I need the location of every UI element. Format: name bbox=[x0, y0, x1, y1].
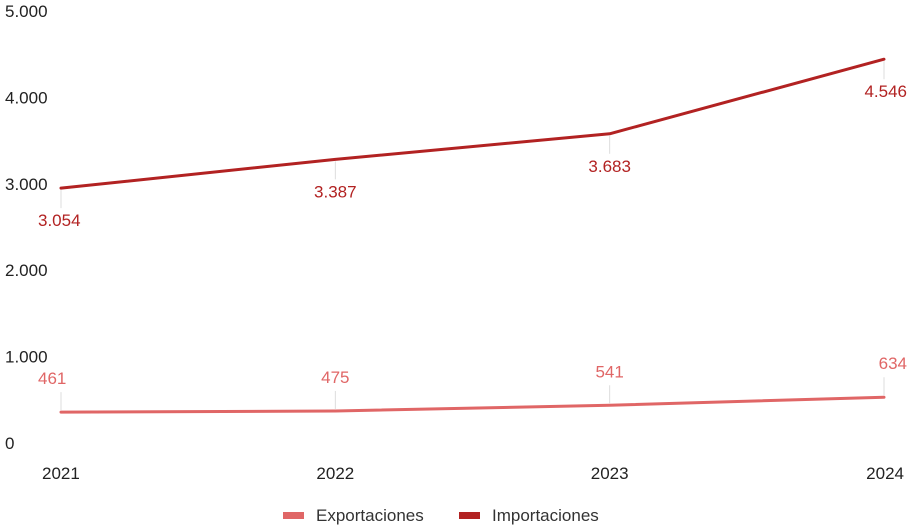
legend-label: Importaciones bbox=[492, 506, 599, 525]
x-tick-label: 2022 bbox=[316, 464, 354, 483]
y-tick-label: 5.000 bbox=[5, 2, 48, 21]
legend-swatch bbox=[283, 512, 304, 519]
legend: Exportaciones Importaciones bbox=[283, 506, 599, 525]
data-labels: 461 475 541 634 3.054 3.387 3.683 4.546 bbox=[38, 82, 907, 388]
y-tick-label: 4.000 bbox=[5, 88, 48, 107]
x-tick-label: 2023 bbox=[591, 464, 629, 483]
y-tick-label: 1.000 bbox=[5, 348, 48, 367]
series-line-importaciones bbox=[59, 57, 886, 190]
label-connectors bbox=[60, 61, 885, 411]
data-label: 461 bbox=[38, 369, 66, 388]
y-tick-label: 3.000 bbox=[5, 175, 48, 194]
legend-swatch bbox=[459, 512, 480, 519]
x-tick-label: 2021 bbox=[42, 464, 80, 483]
y-tick-label: 0 bbox=[5, 434, 14, 453]
data-label: 634 bbox=[879, 354, 907, 373]
series-lines bbox=[59, 57, 886, 414]
y-axis-ticks: 5.000 4.000 3.000 2.000 1.000 0 bbox=[5, 2, 48, 453]
x-axis-ticks: 2021 2022 2023 2024 bbox=[42, 464, 904, 483]
x-tick-label: 2024 bbox=[866, 464, 904, 483]
data-label: 4.546 bbox=[864, 82, 907, 101]
legend-label: Exportaciones bbox=[316, 506, 424, 525]
data-label: 475 bbox=[321, 368, 349, 387]
series-line-exportaciones bbox=[59, 395, 886, 414]
data-label: 541 bbox=[595, 362, 623, 381]
data-label: 3.054 bbox=[38, 211, 81, 230]
data-label: 3.683 bbox=[588, 157, 631, 176]
data-label: 3.387 bbox=[314, 182, 357, 201]
y-tick-label: 2.000 bbox=[5, 261, 48, 280]
